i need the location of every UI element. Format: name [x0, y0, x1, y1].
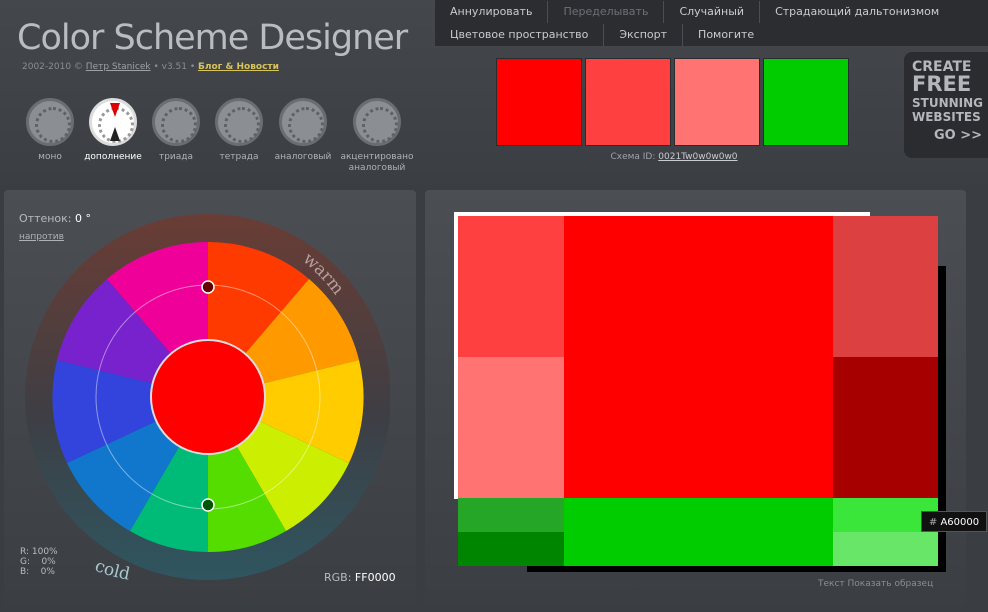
- version-text: • v3.51 •: [153, 62, 196, 72]
- app-logo: Color Scheme Designer: [17, 18, 408, 58]
- preview-tile-mr[interactable]: [833, 357, 938, 498]
- mono-mode-icon: [26, 98, 74, 146]
- preview-green-tl[interactable]: [458, 498, 564, 532]
- reverse-link[interactable]: напротив: [19, 232, 64, 242]
- hue-readout: Оттенок: 0 °: [19, 212, 91, 225]
- menu-colorspace[interactable]: Цветовое пространство: [435, 24, 605, 46]
- preview-green-tr[interactable]: [833, 498, 938, 532]
- mode-label: аналоговый: [274, 152, 332, 162]
- menu-row-1: Аннулировать Переделывать Случайный Стра…: [435, 1, 954, 23]
- scheme-id-link[interactable]: 0021Tw0w0w0w0: [658, 152, 738, 162]
- swatch-primary[interactable]: [496, 58, 582, 146]
- preview-tile-bl[interactable]: [458, 357, 564, 498]
- mode-label: триада: [158, 152, 194, 162]
- menu-undo[interactable]: Аннулировать: [435, 1, 549, 23]
- scheme-swatches: [496, 58, 849, 146]
- mode-triad[interactable]: триада: [141, 98, 211, 163]
- ad-line-websites: WEBSITES: [912, 110, 981, 124]
- selected-color-center: [150, 339, 266, 455]
- menu-random[interactable]: Случайный: [664, 1, 761, 23]
- accented-analogic-mode-icon: [353, 98, 401, 146]
- preview-tile-tr[interactable]: [833, 216, 938, 357]
- complement-hue-handle[interactable]: [201, 498, 215, 512]
- rgb-hex-value: FF0000: [354, 571, 396, 584]
- menu-help[interactable]: Помогите: [698, 28, 755, 41]
- menu-colorblind[interactable]: Страдающий дальтонизмом: [775, 5, 940, 18]
- primary-hue-handle[interactable]: [201, 280, 215, 294]
- hex-tooltip-hash: #: [928, 517, 938, 528]
- scheme-preview: [458, 216, 938, 566]
- analogic-mode-icon: [279, 98, 327, 146]
- swatch-lighter[interactable]: [674, 58, 760, 146]
- swatch-light[interactable]: [585, 58, 671, 146]
- menu-redo[interactable]: Переделывать: [548, 1, 665, 23]
- preview-green-main[interactable]: [564, 498, 833, 566]
- author-link[interactable]: Петр Stanicek: [85, 62, 151, 72]
- preview-green-bl[interactable]: [458, 532, 564, 566]
- rgb-label: RGB:: [324, 571, 352, 584]
- preview-main-color[interactable]: [564, 216, 833, 498]
- mode-analogic[interactable]: аналоговый: [268, 98, 338, 163]
- preview-green-br[interactable]: [833, 532, 938, 566]
- ad-banner[interactable]: CREATE FREE STUNNING WEBSITES GO >>: [904, 52, 988, 158]
- preview-tile-tl[interactable]: [458, 216, 564, 357]
- mode-tetrad[interactable]: тетрада: [204, 98, 274, 163]
- text-sample-link[interactable]: Текст Показать образец: [818, 579, 934, 589]
- ad-line-create: CREATE: [912, 59, 972, 75]
- mode-label: тетрада: [219, 152, 259, 162]
- mode-label: дополнение: [84, 152, 142, 162]
- mode-label: акцентировано аналоговый: [340, 152, 414, 173]
- ad-line-stunning: STUNNING: [912, 96, 984, 110]
- mode-accented-analogic[interactable]: акцентировано аналоговый: [334, 98, 420, 174]
- hue-sector-indigo[interactable]: [52, 360, 208, 463]
- mode-label: моно: [38, 152, 62, 162]
- triad-mode-icon: [152, 98, 200, 146]
- hue-value: 0 °: [75, 212, 92, 225]
- blog-link[interactable]: Блог & Новости: [198, 62, 279, 72]
- menu-export[interactable]: Экспорт: [604, 24, 684, 46]
- mode-complement[interactable]: дополнение: [78, 98, 148, 163]
- scheme-id: Схема ID: 0021Tw0w0w0w0: [496, 152, 852, 162]
- hue-sector-yellow[interactable]: [208, 360, 364, 463]
- color-wheel[interactable]: warm cold: [24, 210, 390, 590]
- mode-mono[interactable]: моно: [15, 98, 85, 163]
- byline-years: 2002-2010 ©: [22, 62, 83, 72]
- rgb-percent-readout: R: 100% G: 0% B: 0%: [20, 547, 58, 577]
- hue-label: Оттенок:: [19, 212, 72, 225]
- scheme-id-label: Схема ID:: [610, 152, 656, 162]
- rgb-hex-readout: RGB: FF0000: [324, 571, 396, 584]
- menu-row-2: Цветовое пространство Экспорт Помогите: [435, 24, 769, 46]
- byline: 2002-2010 © Петр Stanicek • v3.51 • Блог…: [22, 62, 279, 72]
- tetrad-mode-icon: [215, 98, 263, 146]
- complement-mode-icon: [89, 98, 137, 146]
- hex-tooltip: # A60000: [921, 511, 987, 532]
- ad-line-free: FREE: [912, 72, 972, 96]
- hex-tooltip-value: A60000: [940, 517, 980, 528]
- swatch-complement[interactable]: [763, 58, 849, 146]
- top-menu: Аннулировать Переделывать Случайный Стра…: [435, 0, 988, 46]
- ad-go-link[interactable]: GO >>: [934, 128, 983, 143]
